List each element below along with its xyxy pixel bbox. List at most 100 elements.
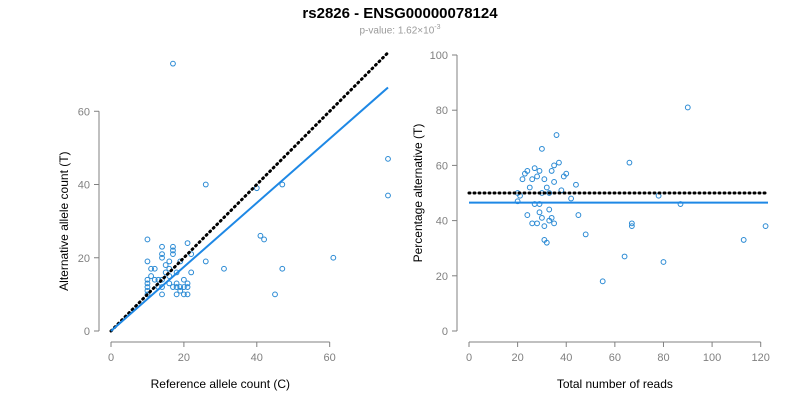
x-tick-label: 0	[108, 352, 114, 364]
data-point	[582, 231, 589, 238]
data-point	[551, 220, 557, 227]
y-tick-label: 20	[436, 271, 448, 283]
data-point	[684, 104, 691, 111]
data-point	[159, 251, 165, 257]
data-point	[180, 276, 187, 283]
data-point	[563, 170, 570, 177]
data-point	[534, 220, 540, 227]
x-tick-label: 40	[251, 352, 263, 364]
data-point	[279, 265, 286, 272]
data-point	[173, 280, 180, 287]
data-point	[144, 276, 151, 283]
y-tick-label: 20	[78, 253, 90, 265]
data-point	[628, 223, 635, 230]
data-point	[202, 181, 209, 188]
data-point	[514, 198, 521, 205]
data-point	[539, 214, 545, 221]
data-point	[628, 220, 635, 227]
data-point	[148, 273, 154, 279]
data-point	[660, 259, 667, 265]
data-point	[621, 253, 628, 260]
x-axis-title: Reference allele count (C)	[151, 377, 290, 391]
data-point	[385, 192, 391, 199]
data-point	[531, 201, 538, 207]
data-point	[188, 269, 195, 276]
data-point	[159, 243, 165, 250]
chart-panel-2: 0 20 40 60 80 100 120 0 20 40 60 80 100 Total number …	[411, 50, 770, 391]
data-point	[541, 176, 548, 183]
data-point	[539, 145, 545, 152]
data-point	[144, 258, 151, 265]
y-axis-title: Percentage alternative (T)	[411, 124, 425, 263]
x-tick-label: 60	[609, 352, 621, 364]
data-point	[184, 240, 191, 247]
x-tick-label: 0	[466, 352, 472, 364]
data-point	[536, 168, 543, 174]
data-point	[541, 223, 548, 230]
data-point	[548, 168, 555, 174]
data-point	[144, 236, 151, 243]
data-point	[261, 236, 267, 243]
data-point	[177, 284, 184, 290]
data-point	[568, 195, 574, 202]
data-point	[279, 181, 286, 188]
data-point	[159, 291, 165, 298]
data-point	[173, 284, 180, 290]
data-point	[170, 251, 176, 257]
data-point	[330, 254, 337, 261]
data-point	[529, 220, 536, 227]
data-point	[626, 159, 633, 166]
data-point	[257, 232, 264, 239]
p-value-text: p-value: 1.62×10	[359, 25, 435, 37]
data-point	[599, 278, 606, 285]
data-point	[526, 184, 533, 191]
y-tick-label: 100	[430, 50, 448, 62]
data-point	[221, 265, 227, 272]
data-point	[184, 291, 191, 298]
data-point	[144, 284, 151, 290]
data-point	[546, 190, 553, 196]
data-point	[166, 258, 173, 265]
data-point	[534, 173, 540, 180]
x-tick-label: 20	[178, 352, 190, 364]
data-point	[524, 212, 531, 218]
data-point	[170, 243, 176, 250]
data-point	[573, 181, 579, 188]
y-tick-label: 0	[442, 326, 448, 338]
data-point	[180, 284, 187, 290]
data-point	[170, 247, 176, 254]
data-point	[159, 276, 165, 283]
data-point	[551, 179, 557, 185]
identity-dotted-line	[109, 51, 390, 333]
p-value-subtitle: p-value: 1.62×10-3	[0, 24, 800, 36]
x-tick-label: 60	[324, 352, 336, 364]
y-tick-label: 40	[78, 180, 90, 192]
data-point	[170, 60, 176, 67]
data-point	[548, 214, 555, 221]
x-tick-label: 100	[703, 352, 721, 364]
data-point	[677, 201, 684, 207]
data-point	[519, 176, 526, 183]
data-point	[272, 291, 278, 298]
y-tick-label: 0	[84, 326, 90, 338]
x-tick-label: 80	[657, 352, 669, 364]
data-point	[546, 206, 553, 213]
data-point	[173, 291, 180, 298]
data-point	[556, 159, 562, 166]
data-point	[762, 223, 769, 230]
x-tick-label: 40	[560, 352, 572, 364]
data-point	[551, 162, 557, 169]
data-point	[202, 258, 209, 265]
data-point	[170, 284, 176, 290]
data-point	[159, 254, 165, 261]
data-point	[148, 265, 154, 272]
data-point	[162, 262, 169, 268]
data-point	[144, 291, 151, 298]
y-tick-label: 80	[436, 105, 448, 117]
data-point	[740, 237, 747, 243]
data-point	[144, 280, 151, 287]
x-axis-title: Total number of reads	[557, 377, 673, 391]
y-tick-label: 60	[78, 106, 90, 118]
data-point	[177, 287, 184, 294]
